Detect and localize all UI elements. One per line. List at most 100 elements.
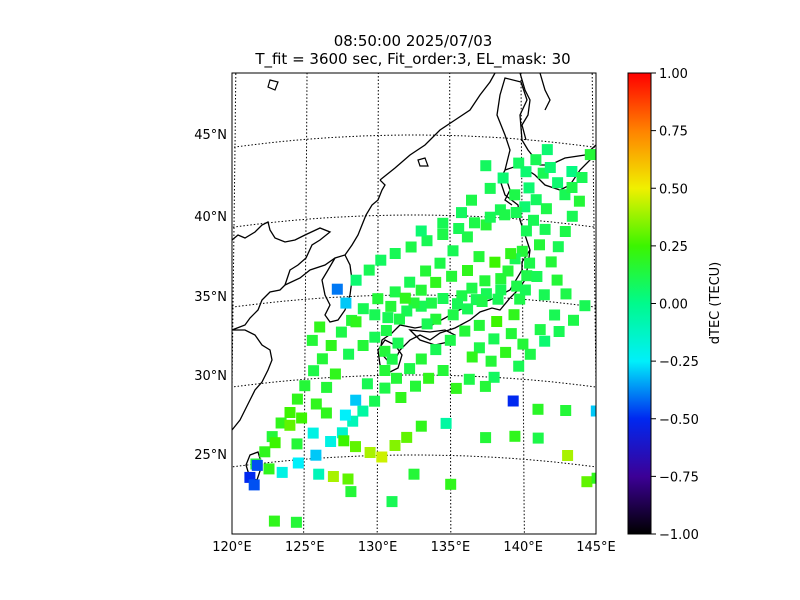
dtec-point	[423, 372, 435, 384]
dtec-point	[306, 334, 318, 346]
dtec-point	[466, 194, 477, 206]
dtec-point	[284, 407, 296, 418]
dtec-point	[340, 297, 352, 309]
dtec-point	[382, 312, 394, 324]
dtec-point	[392, 337, 404, 349]
dtec-point	[401, 305, 413, 317]
colorbar-ticks: 1.00 0.75 0.50 0.25 0.00 −0.25 −0.50 −0.75 −1.00	[651, 67, 699, 543]
dtec-point	[463, 373, 475, 385]
dtec-point	[434, 257, 446, 269]
dtec-point	[292, 457, 304, 469]
dtec-point	[342, 473, 354, 485]
graticule	[232, 73, 596, 534]
dtec-point	[296, 412, 308, 424]
dtec-point	[444, 334, 456, 346]
dtec-point	[538, 289, 550, 301]
dtec-point	[310, 398, 322, 410]
chart-title-line1: 08:50:00 2025/07/03	[334, 32, 493, 50]
dtec-point	[523, 182, 535, 194]
dtec-point	[316, 353, 328, 365]
colorbar-tick-label: −0.25	[659, 355, 699, 370]
dtec-point	[313, 468, 325, 480]
lon-tick-label: 145°E	[576, 540, 616, 555]
dtec-point	[488, 333, 500, 345]
colorbar-tick-label: −0.50	[659, 413, 699, 428]
dtec-point	[369, 331, 381, 343]
dtec-point	[559, 226, 571, 237]
dtec-point	[530, 154, 542, 166]
dtec-point	[391, 372, 402, 384]
dtec-point	[404, 363, 416, 375]
dtec-point	[357, 340, 369, 351]
dtec-points	[244, 144, 596, 528]
dtec-point	[307, 427, 319, 439]
dtec-point	[275, 417, 287, 429]
dtec-point	[410, 380, 421, 392]
dtec-point	[291, 438, 303, 450]
dtec-point	[508, 309, 520, 321]
dtec-point	[484, 182, 496, 194]
dtec-point	[534, 239, 545, 251]
dtec-point	[551, 274, 563, 286]
meridian-120	[232, 73, 237, 428]
dtec-point	[350, 394, 362, 406]
colorbar-tick-label: −0.75	[659, 470, 699, 485]
dtec-point	[347, 415, 359, 427]
dtec-point	[369, 395, 381, 407]
dtec-point	[479, 275, 491, 287]
dtec-point	[310, 449, 322, 461]
dtec-point	[456, 290, 468, 302]
dtec-point	[421, 235, 433, 247]
dtec-point	[466, 351, 478, 363]
dtec-point	[404, 276, 416, 288]
dtec-point	[268, 515, 280, 527]
dtec-point	[350, 274, 362, 286]
dtec-point	[530, 194, 542, 206]
dtec-point	[502, 265, 514, 277]
dtec-point	[466, 282, 478, 294]
dtec-point	[263, 463, 275, 475]
dtec-point	[566, 166, 578, 177]
parallel-30	[232, 374, 596, 388]
dtec-point	[343, 348, 355, 360]
dtec-point	[415, 284, 427, 296]
dtec-point	[379, 382, 391, 394]
dtec-point	[415, 225, 427, 237]
dtec-point	[445, 478, 457, 490]
dtec-point	[447, 309, 459, 321]
parallel-40	[232, 214, 596, 228]
dtec-point	[345, 486, 357, 498]
dtec-point	[321, 381, 333, 393]
lon-tick-labels: 120°E 125°E 130°E 135°E 140°E 145°E	[212, 540, 616, 555]
dtec-point	[541, 144, 553, 156]
dtec-point	[452, 298, 463, 310]
lon-tick-label: 125°E	[285, 540, 325, 555]
dtec-point	[532, 403, 544, 415]
dtec-point	[420, 265, 432, 277]
dtec-point	[379, 345, 391, 357]
dtec-point	[479, 380, 491, 392]
dtec-point	[517, 338, 529, 350]
colorbar-tick-label: 0.50	[659, 182, 688, 197]
dtec-point	[266, 431, 278, 443]
dtec-point	[461, 231, 473, 243]
dtec-point	[499, 209, 511, 221]
meridian-125	[303, 73, 308, 534]
dtec-point	[415, 300, 427, 312]
dtec-point	[430, 313, 442, 325]
dtec-point	[386, 353, 398, 365]
dtec-point	[505, 328, 517, 340]
dtec-point	[325, 340, 337, 351]
dtec-point	[415, 420, 427, 432]
dtec-point	[248, 479, 260, 491]
dtec-point	[509, 189, 521, 201]
dtec-point	[462, 303, 474, 315]
parallel-45	[232, 134, 596, 148]
lat-tick-label: 30°N	[194, 369, 227, 384]
dtec-point	[350, 316, 362, 328]
dtec-point	[394, 313, 405, 325]
dtec-point	[446, 270, 458, 282]
dtec-point	[456, 207, 467, 219]
dtec-point	[244, 471, 256, 483]
dtec-point	[514, 293, 526, 305]
